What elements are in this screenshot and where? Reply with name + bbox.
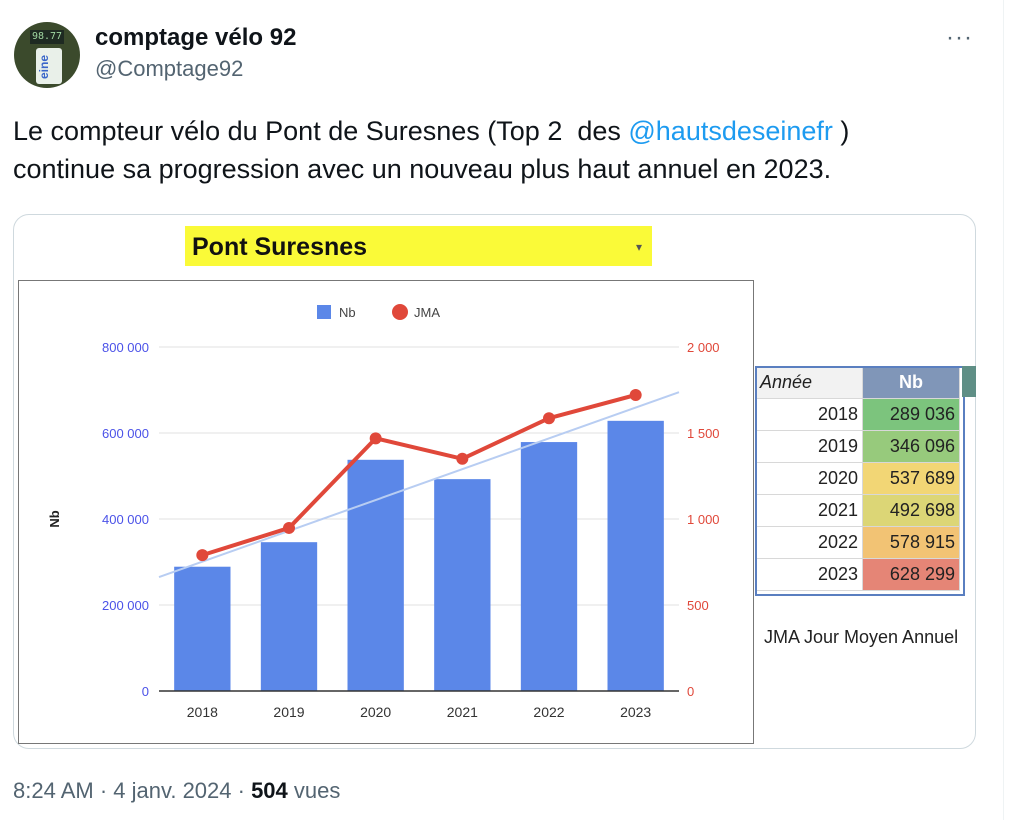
author-handle[interactable]: @Comptage92	[95, 56, 244, 81]
jma-line	[201, 393, 637, 558]
jma-point	[369, 432, 382, 445]
tweet-text-part-1: Le compteur vélo du Pont de Suresnes (To…	[13, 116, 629, 146]
jma-definition: JMA Jour Moyen Annuel	[764, 627, 959, 647]
chart-title-selector[interactable]: Pont Suresnes ▾	[185, 226, 652, 266]
bar	[347, 459, 404, 691]
y2-tick-label: 1 500	[687, 426, 720, 441]
table-cell-nb: 346 096	[862, 430, 960, 463]
table-cell-year: 2019	[755, 430, 863, 463]
table-extra-column	[962, 366, 976, 397]
jma-point	[629, 388, 642, 401]
table-cell-year: 2018	[755, 398, 863, 431]
table-row: 2021 492 698	[755, 494, 960, 527]
y-tick-label: 800 000	[102, 340, 149, 355]
y2-tick-label: 500	[687, 598, 709, 613]
table-cell-nb: 628 299	[862, 558, 960, 591]
jma-point	[196, 549, 209, 562]
y-axis-label: Nb	[47, 510, 62, 527]
table-header-year: Année	[755, 366, 863, 399]
table-cell-year: 2021	[755, 494, 863, 527]
legend-label-nb: Nb	[339, 305, 356, 320]
y-tick-label: 600 000	[102, 426, 149, 441]
table-cell-nb: 492 698	[862, 494, 960, 527]
table-cell-year: 2020	[755, 462, 863, 495]
y2-tick-label: 1 000	[687, 512, 720, 527]
timeline-divider	[1003, 0, 1004, 820]
table-row: 2018 289 036	[755, 398, 960, 431]
jma-point	[543, 412, 555, 425]
avatar-panel-text: eine	[37, 54, 52, 80]
avatar[interactable]: 98.77 eine	[14, 22, 80, 88]
tweet-text-part-2: ) continue sa progression avec un nouvea…	[13, 116, 850, 184]
table-header-row: Année Nb	[755, 366, 960, 399]
x-tick-label: 2020	[360, 704, 391, 720]
bar	[260, 542, 318, 691]
trendline	[158, 391, 680, 578]
table-cell-nb: 578 915	[862, 526, 960, 559]
table-cell-nb: 289 036	[862, 398, 960, 431]
y2-tick-label: 0	[687, 684, 694, 699]
y2-tick-label: 2 000	[687, 340, 720, 355]
table-row: 2023 628 299	[755, 558, 960, 591]
table-body: 2018 289 036 2019 346 096 2020 537 689 2021 492…	[755, 398, 960, 591]
jma-point	[456, 452, 469, 465]
tweet-timestamp[interactable]: 8:24 AM · 4 janv. 2024 ·	[13, 778, 252, 803]
tweet-meta: 8:24 AM · 4 janv. 2024 · 504 vues	[13, 778, 340, 804]
tweet-text: Le compteur vélo du Pont de Suresnes (To…	[13, 112, 983, 188]
table-row: 2020 537 689	[755, 462, 960, 495]
combo-chart: 0 200 000 400 000 600 000 800 000 0 500 1 000 1 …	[47, 304, 720, 720]
chart-container: 0 200 000 400 000 600 000 800 000 0 500 1 000 1 …	[18, 280, 754, 744]
table-row: 2019 346 096	[755, 430, 960, 463]
table-header-nb: Nb	[862, 366, 960, 399]
data-table: Année Nb 2018 289 036 2019 346 096 2020 537 6…	[755, 366, 960, 591]
y-tick-label: 200 000	[102, 598, 149, 613]
x-tick-label: 2019	[273, 704, 304, 720]
views-label: vues	[287, 778, 341, 803]
avatar-counter-display: 98.77	[30, 30, 64, 44]
bar	[434, 479, 491, 691]
author-name[interactable]: comptage vélo 92	[95, 24, 297, 51]
chart-title: Pont Suresnes	[192, 233, 368, 261]
bar	[174, 566, 231, 691]
legend-swatch-nb	[317, 305, 331, 319]
table-row: 2022 578 915	[755, 526, 960, 559]
jma-point	[283, 521, 295, 534]
x-tick-label: 2021	[447, 704, 478, 720]
table-cell-year: 2022	[755, 526, 863, 559]
table-cell-nb: 537 689	[862, 462, 960, 495]
view-count: 504	[251, 778, 288, 803]
y-tick-label: 400 000	[102, 512, 149, 527]
dropdown-arrow-icon[interactable]: ▾	[635, 240, 642, 254]
bar	[607, 420, 664, 691]
y-tick-label: 0	[142, 684, 149, 699]
x-tick-label: 2023	[620, 704, 651, 720]
x-tick-label: 2018	[187, 704, 218, 720]
table-cell-year: 2023	[755, 558, 863, 591]
legend-swatch-jma	[392, 304, 408, 320]
more-options-icon[interactable]: ···	[946, 24, 973, 51]
bar	[520, 442, 578, 691]
avatar-panel: eine	[36, 48, 62, 84]
x-tick-label: 2022	[533, 704, 564, 720]
legend-label-jma: JMA	[414, 305, 440, 320]
mention-link[interactable]: @hautsdeseinefr	[628, 116, 833, 146]
